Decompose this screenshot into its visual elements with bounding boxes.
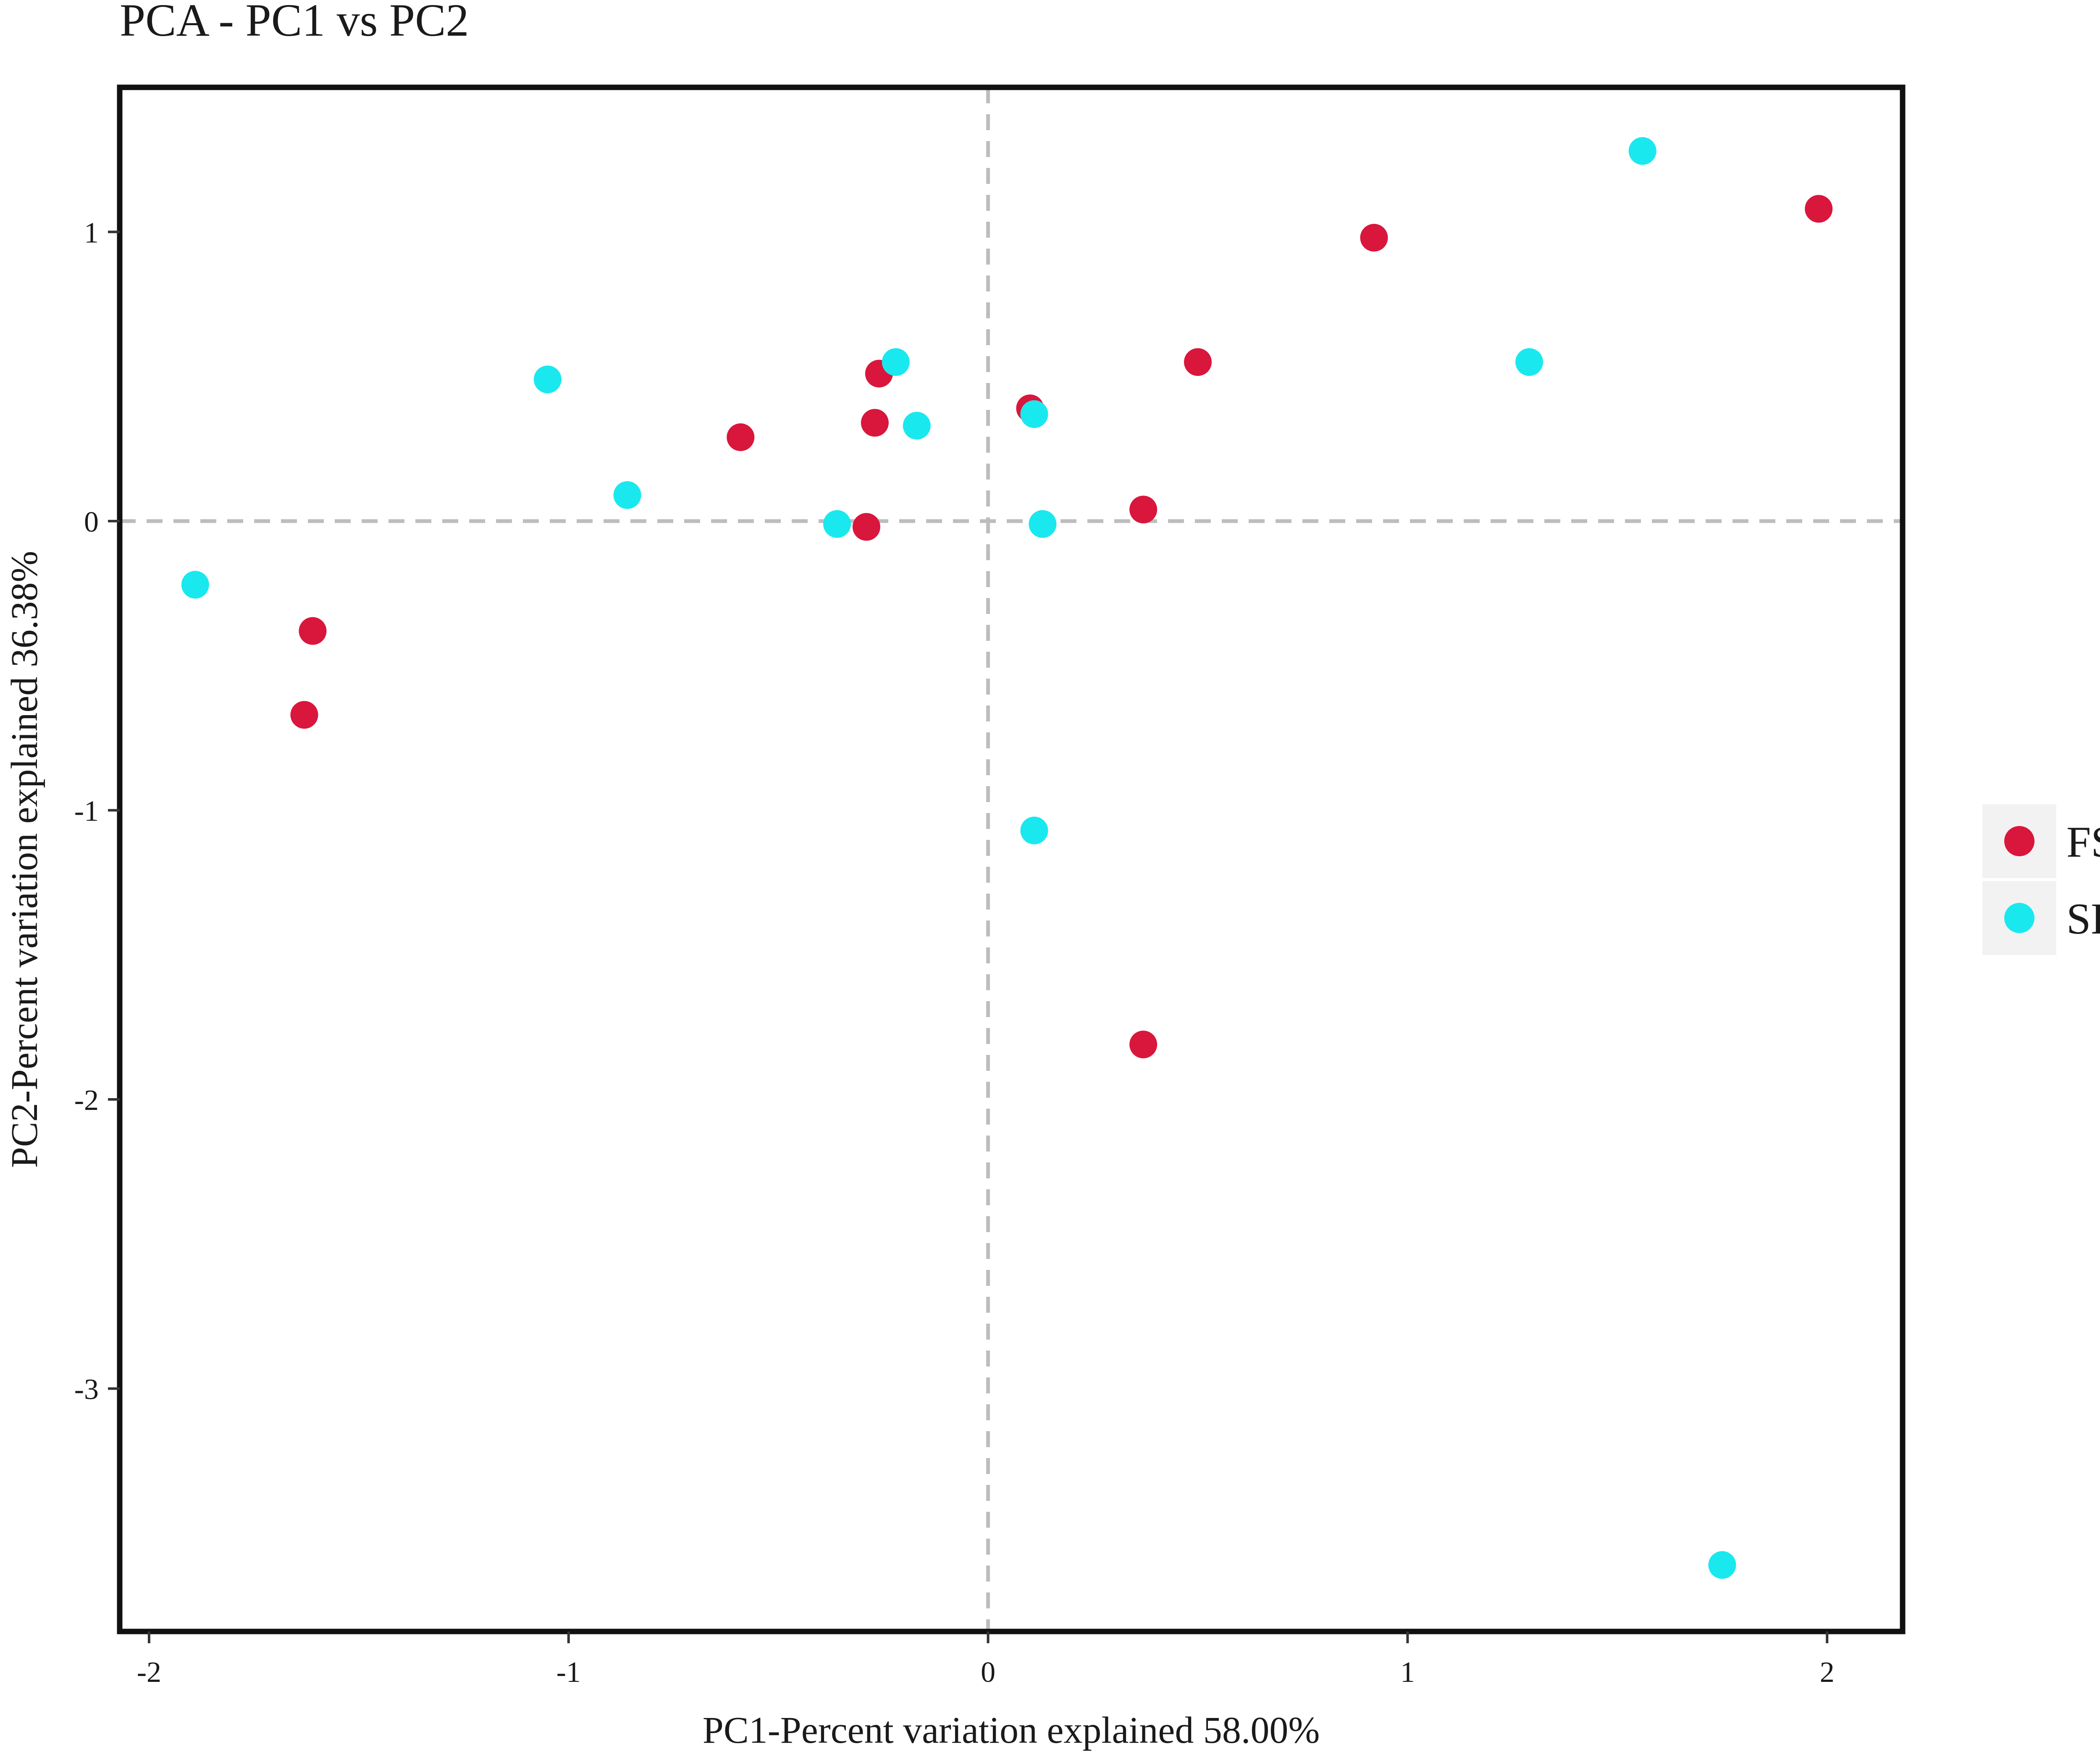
data-point-sbm [882, 348, 910, 376]
data-point-sbm [823, 510, 851, 538]
data-point-fsbm [861, 409, 889, 437]
data-point-sbm [533, 365, 562, 393]
y-tick-label: -1 [74, 795, 99, 827]
data-point-fsbm [1184, 348, 1212, 376]
legend-marker [2004, 903, 2034, 933]
data-points [181, 137, 1833, 1579]
data-point-fsbm [852, 513, 880, 541]
y-tick-label: -2 [74, 1084, 99, 1117]
x-axis-label: PC1-Percent variation explained 58.00% [703, 1710, 1320, 1751]
x-tick-label: -1 [556, 1656, 581, 1689]
series-sbm [181, 137, 1736, 1579]
data-point-fsbm [1360, 224, 1388, 252]
legend-marker [2004, 826, 2034, 856]
series-fsbm [290, 195, 1833, 1059]
y-axis-ticks: -3 -2 -1 0 1 [74, 217, 120, 1406]
legend-label: SBM [2066, 894, 2100, 943]
legend-label: FSBM [2066, 817, 2100, 866]
data-point-sbm [181, 571, 209, 599]
data-point-sbm [613, 481, 641, 509]
data-point-sbm [1628, 137, 1656, 165]
data-point-fsbm [299, 617, 327, 645]
data-point-sbm [1020, 816, 1048, 845]
x-tick-label: 2 [1820, 1656, 1835, 1689]
y-tick-label: 0 [84, 506, 99, 538]
chart-title: PCA - PC1 vs PC2 [120, 0, 469, 46]
x-axis-ticks: -2 -1 0 1 2 [137, 1631, 1835, 1689]
legend-item-fsbm: FSBM [1982, 804, 2100, 878]
data-point-fsbm [727, 423, 755, 451]
data-point-fsbm [1129, 496, 1158, 524]
data-point-sbm [1029, 510, 1057, 538]
data-point-sbm [1020, 400, 1048, 428]
data-point-sbm [1708, 1551, 1736, 1579]
y-tick-label: 1 [84, 217, 99, 249]
plot-frame [117, 84, 1906, 1634]
x-tick-label: -2 [137, 1656, 161, 1689]
data-point-fsbm [1129, 1031, 1158, 1059]
x-tick-label: 0 [981, 1656, 995, 1689]
y-tick-label: -3 [74, 1374, 99, 1406]
data-point-fsbm [290, 701, 318, 729]
reference-lines [120, 87, 1903, 1631]
y-axis-label: PC2-Percent variation explained 36.38% [4, 551, 45, 1168]
x-tick-label: 1 [1400, 1656, 1415, 1689]
legend: FSBM SBM [1982, 804, 2100, 955]
data-point-sbm [903, 412, 931, 440]
legend-item-sbm: SBM [1982, 881, 2100, 955]
data-point-fsbm [1805, 195, 1833, 223]
data-point-sbm [1515, 348, 1544, 376]
